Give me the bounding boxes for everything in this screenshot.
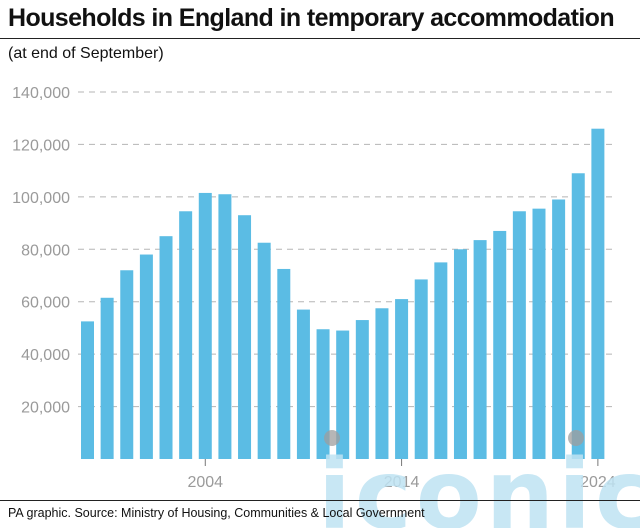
x-tick-label: 2014 [384,474,420,491]
y-tick-label: 40,000 [21,347,70,364]
bar-2015 [414,279,428,459]
y-axis-tick-labels: 20,000 40,000 60,000 80,000 100,000 120,000 14… [12,85,70,417]
bar-2012 [355,320,369,459]
y-tick-label: 80,000 [21,242,70,259]
bar-2011 [336,330,350,459]
source-note: PA graphic. Source: Ministry of Housing,… [8,506,425,520]
bar-2018 [473,240,487,459]
bar-2014 [395,299,409,459]
bar-2017 [453,249,467,459]
y-tick-label: 60,000 [21,295,70,312]
y-tick-label: 120,000 [12,137,70,154]
bar-2000 [120,270,134,459]
bar-2003 [179,211,193,459]
bar-2019 [493,230,507,459]
y-tick-label: 100,000 [12,190,70,207]
x-axis-tick-labels: 2004 2014 2024 [187,459,616,491]
bar-2022 [552,199,566,460]
bar-2016 [434,262,448,459]
bar-2005 [218,194,232,460]
bar-2001 [139,254,153,459]
bar-1998 [81,321,94,460]
bar-2009 [296,309,310,459]
bar-2007 [257,242,271,459]
chart-title: Households in England in temporary accom… [8,4,615,32]
title-divider [0,38,640,39]
bar-2008 [277,268,291,459]
x-tick-label: 2004 [187,474,223,491]
y-tick-label: 20,000 [21,400,70,417]
bar-1999 [100,297,114,459]
y-tick-label: 140,000 [12,85,70,102]
footer-divider [0,500,640,501]
bar-2004 [198,192,212,459]
bar-2023 [571,173,585,459]
bar-2002 [159,236,173,459]
bar-chart: 20,000 40,000 60,000 80,000 100,000 120,000 14… [12,85,616,491]
bar-2010 [316,329,330,459]
chart-subtitle: (at end of September) [8,45,164,62]
x-tick-label: 2024 [580,474,616,491]
bar-2020 [512,211,526,459]
bar-2006 [238,215,252,459]
bars [81,128,605,460]
bar-2021 [532,208,546,459]
bar-2024 [591,128,605,459]
bar-2013 [375,308,389,459]
